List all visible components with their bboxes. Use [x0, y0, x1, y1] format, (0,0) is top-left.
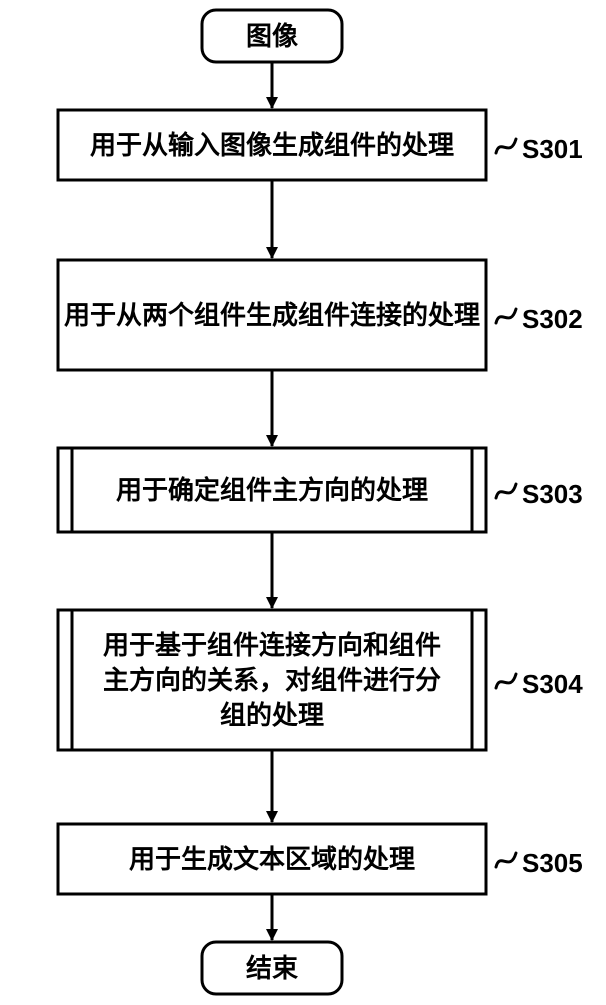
node-s301: 用于从输入图像生成组件的处理 S301 [58, 110, 583, 180]
node-s305-label: S305 [522, 848, 583, 878]
node-end-text: 结束 [246, 953, 299, 983]
node-start: 图像 [202, 10, 342, 62]
flowchart-svg: 图像用于从输入图像生成组件的处理 S301 用于从两个组件生成组件连接的处理 S302… [0, 0, 606, 1000]
node-s301-label: S301 [522, 134, 583, 164]
node-s303-label: S303 [522, 479, 583, 509]
node-s304-label: S304 [522, 669, 583, 699]
node-s305: 用于生成文本区域的处理 S305 [58, 824, 583, 894]
node-s303-text: 用于确定组件主方向的处理 [116, 475, 428, 505]
node-s303: 用于确定组件主方向的处理 S303 [58, 448, 583, 532]
node-s304: 用于基于组件连接方向和组件主方向的关系，对组件进行分组的处理S304 [58, 610, 583, 750]
node-s305-text: 用于生成文本区域的处理 [129, 844, 415, 874]
node-s302: 用于从两个组件生成组件连接的处理 S302 [58, 260, 583, 370]
node-start-text: 图像 [246, 21, 299, 51]
flowchart-container: 图像用于从输入图像生成组件的处理 S301 用于从两个组件生成组件连接的处理 S302… [0, 0, 606, 1000]
node-s302-label: S302 [522, 304, 583, 334]
node-s301-text: 用于从输入图像生成组件的处理 [90, 130, 454, 160]
node-s302-text: 用于从两个组件生成组件连接的处理 [64, 300, 480, 330]
node-end: 结束 [202, 942, 342, 994]
